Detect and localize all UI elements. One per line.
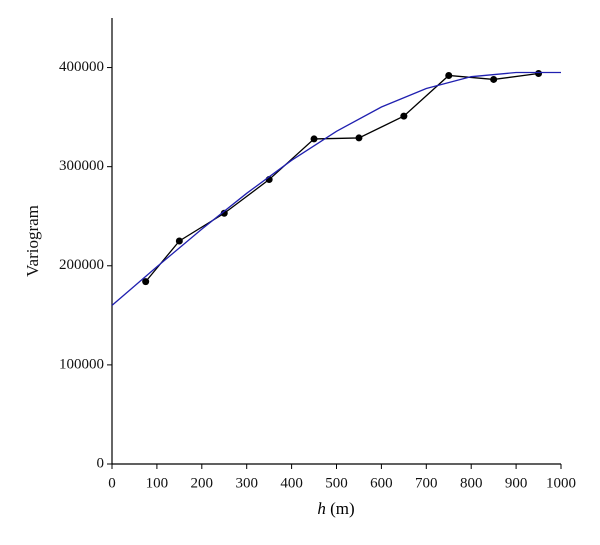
x-tick-label: 500	[325, 475, 348, 491]
data-point	[220, 209, 228, 217]
x-tick-label: 100	[146, 475, 169, 491]
x-tick-label: 800	[460, 475, 483, 491]
y-tick-label: 400000	[59, 59, 104, 75]
data-point	[175, 237, 183, 245]
x-tick-label: 200	[191, 475, 214, 491]
data-point	[142, 278, 150, 286]
series-line	[111, 71, 561, 306]
x-tick-label: 700	[415, 475, 438, 491]
data-point	[535, 70, 543, 78]
y-axis-label: Variogram	[23, 205, 42, 277]
x-tick-label: 1000	[546, 475, 576, 491]
x-tick-label: 300	[235, 475, 258, 491]
data-point	[400, 112, 408, 120]
x-axis-label: h (m)	[317, 499, 355, 518]
x-tick-label: 600	[370, 475, 393, 491]
x-tick-label: 900	[505, 475, 528, 491]
x-tick-label: 400	[280, 475, 303, 491]
y-tick-label: 100000	[59, 356, 104, 372]
data-point	[490, 75, 498, 83]
x-tick-label: 0	[108, 475, 116, 491]
y-tick-label: 200000	[59, 257, 104, 273]
series-line	[145, 72, 539, 283]
data-point	[445, 71, 453, 79]
data-point	[355, 134, 363, 142]
data-point	[310, 135, 318, 143]
y-tick-label: 300000	[59, 158, 104, 174]
y-tick-label: 0	[97, 455, 105, 471]
